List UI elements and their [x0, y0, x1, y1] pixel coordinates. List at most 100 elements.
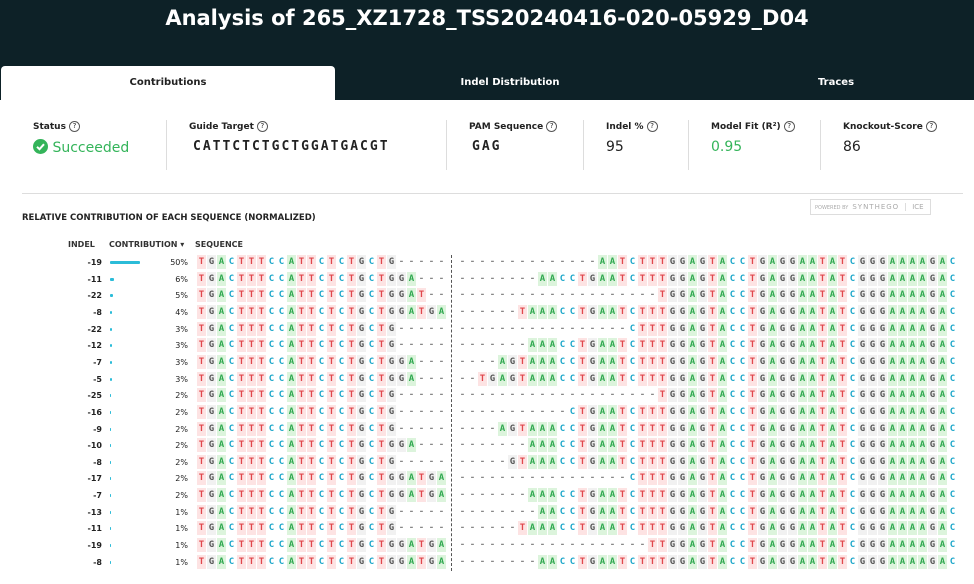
- base: A: [217, 255, 226, 269]
- base: -: [599, 323, 606, 334]
- base: A: [938, 388, 947, 403]
- base: A: [688, 454, 697, 469]
- cut-line: [451, 255, 452, 571]
- base: A: [898, 504, 907, 519]
- base: C: [277, 371, 286, 386]
- base: G: [858, 255, 867, 269]
- tab[interactable]: Contributions: [1, 66, 335, 100]
- base: C: [948, 338, 957, 353]
- contribution-label: 2%: [175, 391, 188, 401]
- base: -: [479, 506, 486, 517]
- base: A: [808, 421, 817, 436]
- indel: -13: [87, 507, 102, 517]
- base: -: [579, 323, 586, 334]
- base: -: [559, 406, 566, 417]
- base: T: [377, 454, 386, 469]
- base: G: [758, 288, 767, 303]
- base: T: [237, 438, 246, 453]
- help-icon[interactable]: ?: [646, 121, 658, 132]
- base: T: [658, 504, 667, 519]
- base: G: [788, 304, 797, 319]
- base: T: [197, 338, 206, 353]
- base: T: [648, 538, 657, 553]
- base: T: [638, 371, 647, 386]
- base: -: [469, 556, 476, 567]
- tab[interactable]: Traces: [817, 77, 855, 88]
- base: A: [898, 554, 907, 569]
- base: A: [828, 338, 837, 353]
- base: T: [578, 504, 587, 519]
- base: -: [398, 456, 405, 467]
- base: C: [738, 338, 747, 353]
- help-icon[interactable]: ?: [68, 121, 80, 132]
- column-header[interactable]: CONTRIBUTION ▾: [109, 240, 185, 249]
- base: A: [548, 504, 557, 519]
- base: A: [437, 304, 446, 319]
- help-icon[interactable]: ?: [783, 121, 795, 132]
- base: T: [257, 438, 266, 453]
- base: A: [407, 371, 416, 386]
- base: A: [898, 538, 907, 553]
- base: A: [808, 404, 817, 419]
- base: -: [489, 523, 496, 534]
- base: T: [297, 554, 306, 569]
- base: G: [928, 354, 937, 369]
- column-header-text[interactable]: CONTRIBUTION: [109, 240, 178, 249]
- base: A: [918, 438, 927, 453]
- base: T: [237, 538, 246, 553]
- base: -: [589, 390, 596, 401]
- base: -: [499, 257, 506, 267]
- base: -: [499, 473, 506, 484]
- base: G: [758, 421, 767, 436]
- base: C: [628, 504, 637, 519]
- base: C: [948, 304, 957, 319]
- base: C: [337, 421, 346, 436]
- base: T: [247, 488, 256, 503]
- base: -: [589, 257, 596, 267]
- base: T: [307, 554, 316, 569]
- base: T: [257, 271, 266, 286]
- base: A: [217, 288, 226, 303]
- base: A: [548, 271, 557, 286]
- base: T: [658, 488, 667, 503]
- help-icon[interactable]: ?: [925, 121, 937, 132]
- base: A: [608, 304, 617, 319]
- base: G: [387, 438, 396, 453]
- base: G: [357, 321, 366, 336]
- base: -: [649, 390, 656, 401]
- base: G: [357, 454, 366, 469]
- base: A: [828, 321, 837, 336]
- base: A: [798, 255, 807, 269]
- tab[interactable]: Indel Distribution: [460, 77, 560, 88]
- help-icon[interactable]: ?: [546, 121, 558, 132]
- base: A: [287, 255, 296, 269]
- base: A: [608, 354, 617, 369]
- base: A: [217, 404, 226, 419]
- base: -: [609, 323, 616, 334]
- help-icon[interactable]: ?: [256, 121, 268, 132]
- base: C: [848, 404, 857, 419]
- base: C: [738, 421, 747, 436]
- contribution-bar: [110, 527, 111, 531]
- base: A: [828, 421, 837, 436]
- base: -: [428, 456, 435, 467]
- base: -: [469, 456, 476, 467]
- base: C: [337, 538, 346, 553]
- base: T: [658, 521, 667, 536]
- base: -: [489, 556, 496, 567]
- base: -: [519, 556, 526, 567]
- base: -: [499, 340, 506, 351]
- base: A: [898, 321, 907, 336]
- base: C: [367, 321, 376, 336]
- base: T: [618, 521, 627, 536]
- base: -: [408, 323, 415, 334]
- base: C: [628, 371, 637, 386]
- base: A: [908, 421, 917, 436]
- base: C: [568, 454, 577, 469]
- base: T: [818, 371, 827, 386]
- base: T: [347, 255, 356, 269]
- base: C: [948, 255, 957, 269]
